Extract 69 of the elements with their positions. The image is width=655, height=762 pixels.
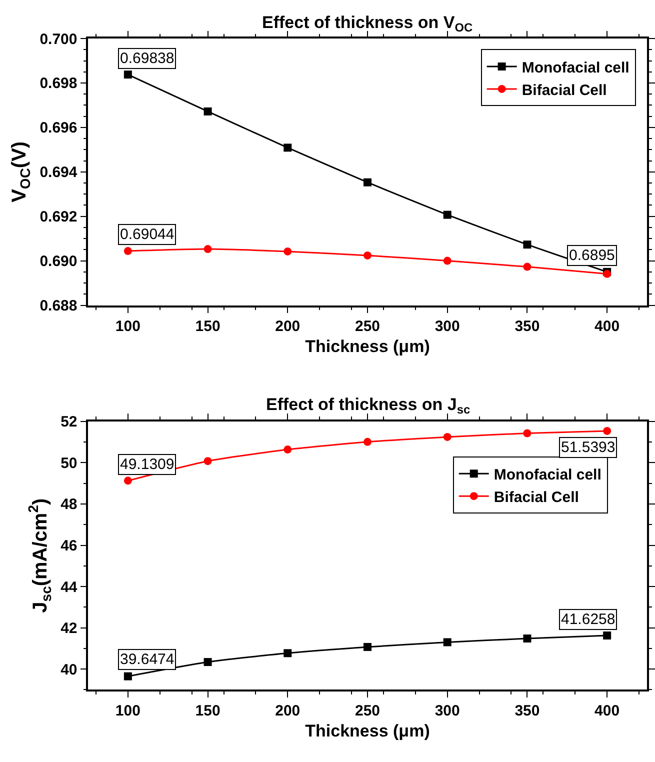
chart-title: Effect of thickness on V$_{OC}$ (262, 13, 473, 35)
point (443, 432, 452, 441)
point (204, 107, 212, 116)
legend-label: Bifacial Cell (494, 488, 579, 506)
x-tick-label: 400 (594, 318, 620, 336)
x-tick-label: 300 (434, 702, 460, 720)
point (603, 426, 612, 435)
data-label: 0.69044 (120, 226, 174, 243)
x-tick-label: 350 (514, 318, 540, 336)
data-label: 0.6895 (569, 247, 615, 264)
y-tick-label: 48 (60, 496, 78, 514)
y-tick-label: 0.700 (40, 30, 78, 48)
x-tick-label: 250 (354, 702, 380, 720)
y-tick-label: 0.688 (40, 298, 78, 315)
point (443, 638, 452, 646)
point (603, 632, 612, 640)
x-tick-label: 400 (594, 702, 620, 720)
point (204, 245, 212, 254)
legend-label: Bifacial Cell (522, 82, 607, 99)
point (523, 634, 532, 643)
y-tick-label: 50 (60, 454, 78, 472)
y-tick-label: 42 (60, 620, 78, 638)
point (364, 642, 372, 651)
point (443, 256, 452, 265)
data-label: 51.5393 (561, 439, 616, 456)
point (124, 476, 132, 485)
y-tick-label: 52 (60, 414, 78, 431)
y-tick-label: 46 (60, 538, 78, 555)
y-tick-label: 0.690 (40, 253, 78, 270)
point (523, 429, 532, 438)
point (284, 247, 292, 256)
x-tick-label: 200 (275, 318, 300, 336)
point (284, 446, 292, 454)
point (204, 457, 212, 466)
y-tick-label: 40 (60, 661, 78, 678)
point (523, 262, 532, 271)
x-axis-title: Thickness (μm) (305, 721, 430, 740)
x-tick-label: 100 (115, 318, 140, 336)
point (124, 70, 132, 79)
x-tick-label: 150 (195, 318, 220, 336)
y-tick-label: 44 (60, 578, 78, 596)
x-tick-label: 250 (354, 318, 380, 336)
point (523, 240, 532, 249)
point (364, 251, 372, 260)
data-label: 0.69838 (120, 50, 174, 67)
legend-label: Monofacial cell (494, 466, 602, 484)
data-label: 39.6474 (120, 651, 174, 668)
x-axis-title: Thickness (μm) (305, 336, 430, 356)
point (124, 672, 132, 680)
x-tick-label: 150 (195, 702, 220, 720)
data-label: 41.6258 (561, 611, 616, 628)
chart-title: Effect of thickness on J$_{sc}$ (266, 395, 470, 417)
data-label: 49.1309 (120, 456, 174, 473)
point (443, 210, 452, 219)
x-tick-label: 100 (115, 702, 140, 720)
point (284, 144, 292, 152)
y-tick-label: 0.696 (40, 120, 78, 137)
point (124, 247, 132, 256)
y-tick-label: 0.692 (40, 208, 78, 226)
point (364, 438, 372, 446)
x-tick-label: 300 (434, 318, 460, 336)
point (284, 649, 292, 658)
x-tick-label: 200 (275, 702, 300, 720)
point (204, 658, 212, 666)
y-tick-label: 0.694 (40, 164, 78, 182)
y-tick-label: 0.698 (40, 75, 78, 92)
point (364, 178, 372, 186)
legend-label: Monofacial cell (522, 59, 630, 76)
x-tick-label: 350 (514, 702, 540, 720)
